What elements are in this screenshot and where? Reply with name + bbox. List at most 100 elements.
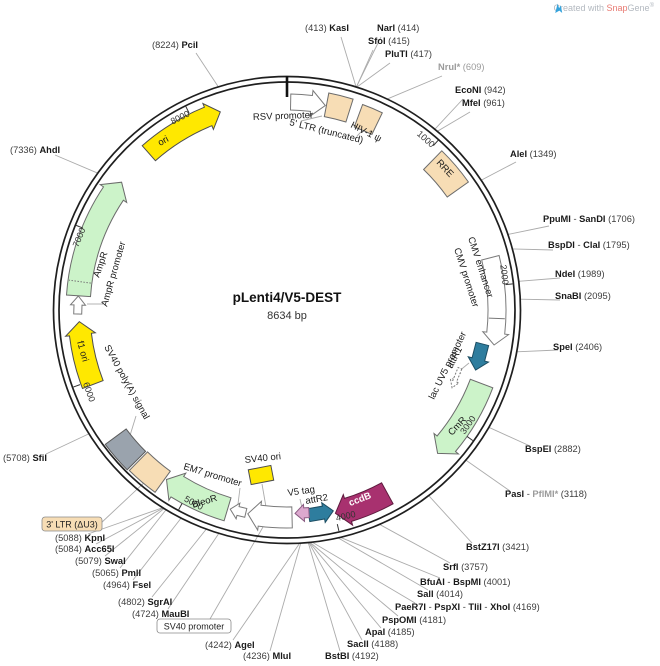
feature-sv40-promoter[interactable] [247,500,293,532]
site-label-SfiI[interactable]: (5708) SfiI [3,453,47,463]
site-leader-line [104,508,165,557]
site-leader-line [167,533,220,610]
site-label-MluI[interactable]: (4236) MluI [243,651,291,661]
site-leader-line [437,111,471,132]
feature-attr2[interactable] [306,501,335,525]
site-label-SrfI[interactable]: SrfI (3757) [443,562,488,572]
site-label-SfoI[interactable]: SfoI (415) [368,36,410,46]
tick-mark [505,283,513,286]
site-leader-line [340,536,441,579]
feature-3-ltr[interactable] [128,451,171,493]
feature-sv40-ori[interactable] [247,464,275,486]
site-label-EcoNI[interactable]: EcoNI (942) [455,85,506,95]
site-label-MauBI[interactable]: (4724) MauBI [132,609,189,619]
site-leader-line [480,161,517,181]
site-label-BfuAI-BspMI[interactable]: BfuAI - BspMI (4001) [420,577,510,587]
tick-label: 2000 [498,264,510,285]
site-leader-line [512,248,554,251]
site-label-PaeR7I-PspXI-TliI-XhoI[interactable]: PaeR7I - PspXI - TliI - XhoI (4169) [395,602,540,612]
snapgene-watermark: Created with SnapGene® [553,3,654,13]
snapgene-flame-icon [555,3,563,13]
site-label-FseI[interactable]: (4964) FseI [103,580,151,590]
feature-5-ltr[interactable] [323,92,354,123]
site-leader-line [518,277,561,282]
site-label-BspEI[interactable]: BspEI (2882) [525,444,581,454]
site-label-NruI-[interactable]: NruI* (609) [438,62,485,72]
site-label-BspDI-ClaI[interactable]: BspDI - ClaI (1795) [548,240,630,250]
site-label-PspOMI[interactable]: PspOMI (4181) [382,615,446,625]
tick-mark [73,384,81,388]
feature-v5-tag[interactable] [294,503,310,523]
site-label-SwaI[interactable]: (5079) SwaI [75,556,126,566]
feature-ampr[interactable] [65,181,128,298]
site-label-AgeI[interactable]: (4242) AgeI [205,640,255,650]
site-leader-line [434,98,464,130]
3-ltr-label-box[interactable] [41,516,103,532]
site-label-NdeI[interactable]: NdeI (1989) [555,269,605,279]
site-leader-line [309,542,382,629]
site-label-KpnI[interactable]: (5088) KpnI [55,533,105,543]
site-label-PluTI[interactable]: PluTI (417) [385,49,432,59]
feature-cmr[interactable] [433,378,494,455]
feature-bleor[interactable] [165,472,232,522]
site-label-SgrAI[interactable]: (4802) SgrAI [118,597,172,607]
site-leader-line [232,542,301,641]
feature-sv40-polya[interactable] [104,428,147,471]
feature-rre[interactable] [422,150,470,198]
site-leader-line [340,36,357,88]
site-label-SpeI[interactable]: SpeI (2406) [553,342,602,352]
site-label-MfeI[interactable]: MfeI (961) [462,98,505,108]
site-leader-line [308,542,363,641]
feature-ori[interactable] [141,102,221,162]
site-label-ApaI[interactable]: ApaI (4185) [365,627,415,637]
feature-rsv-promoter[interactable] [289,89,327,118]
tick-mark [178,503,183,510]
site-label-PpuMI-SanDI[interactable]: PpuMI - SanDI (1706) [543,214,635,224]
sv40-promoter-label: SV40 promoter [164,622,225,632]
tick-mark [185,106,190,114]
site-label-AhdI[interactable]: (7336) AhdI [10,145,60,155]
site-leader-line [356,49,374,88]
feature-label-attr1: attR1 [445,345,465,370]
site-label-NarI[interactable]: NarI (414) [377,23,419,33]
feature-f1-ori[interactable] [64,320,104,390]
site-label-PasI-PflMI-[interactable]: PasI - PflMI* (3118) [505,489,587,499]
leader-line [356,130,363,137]
feature-label-attr2: attR2 [305,492,329,507]
site-label-Acc65I[interactable]: (5084) Acc65I [55,544,114,554]
site-label-SalI[interactable]: SalI (4014) [417,589,463,599]
leader-line [99,478,149,525]
tick-mark [75,224,84,229]
site-label-KasI[interactable]: (413) KasI [305,23,349,33]
feature-label-sv40-polya: SV40 poly(A) signal [101,343,151,421]
site-label-PmlI[interactable]: (5065) PmlI [92,568,141,578]
feature-cmv[interactable] [481,254,510,346]
site-label-SnaBI[interactable]: SnaBI (2095) [555,291,611,301]
site-leader-line [520,298,561,301]
sv40-promoter-label-box[interactable] [156,618,232,634]
tick-mark [466,436,474,442]
feature-ccdb[interactable] [334,482,394,527]
site-label-BstBI[interactable]: BstBI (4192) [325,651,379,661]
site-leader-line [269,542,302,652]
plasmid-size: 8634 bp [267,310,307,322]
site-label-SacII[interactable]: SacII (4188) [347,639,398,649]
site-leader-line [132,517,182,581]
site-label-BstZ17I[interactable]: BstZ17I (3421) [466,542,529,552]
feature-ampr-promoter[interactable] [69,295,87,315]
feature-em7-promoter[interactable] [228,501,248,521]
site-label-AleI[interactable]: AleI (1349) [510,149,557,159]
site-leader-line [309,542,399,617]
site-leader-line [488,426,531,447]
feature-hiv1-psi[interactable] [353,103,383,136]
tick-label: 4000 [335,509,357,523]
feature-label-sv40-ori: SV40 ori [244,451,281,466]
feature-lac-uv5[interactable] [448,366,464,390]
plasmid-title: pLenti4/V5-DEST [233,290,343,305]
site-label-PciI[interactable]: (8224) PciI [152,40,198,50]
site-leader-line [195,52,219,88]
feature-attr1[interactable] [465,341,492,372]
site-leader-line [507,225,550,235]
feature-divider [68,279,91,284]
